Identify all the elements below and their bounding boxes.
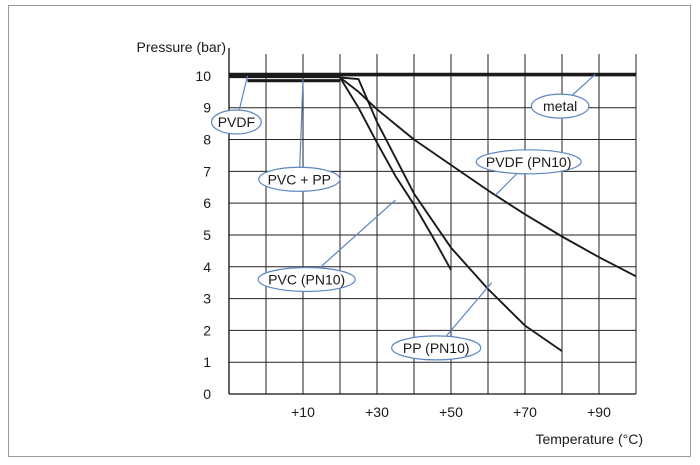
y-tick-label: 9 [203, 100, 211, 116]
tick-labels: 0 1 2 3 4 5 6 7 8 9 10 +10 +30 +50 +70 +90 [195, 68, 611, 420]
callout-label: PVDF (PN10) [486, 154, 572, 170]
y-axis-label: Pressure (bar) [137, 39, 226, 55]
callout-bubble [210, 109, 262, 135]
chart-frame [8, 5, 691, 457]
callouts: metal PVDF PVC + PP PVDF (PN10) PVC (PN10) PP… [210, 73, 596, 361]
series-line-pp-pn10 [339, 76, 563, 352]
x-tick-label: +70 [513, 404, 537, 420]
callout-bubble [475, 149, 582, 175]
callout-label: PVC + PP [268, 171, 331, 187]
series-line-pvc-pn10 [339, 77, 452, 271]
callout-leader [306, 199, 396, 280]
y-tick-label: 10 [195, 68, 211, 84]
x-tick-label: +90 [587, 404, 611, 420]
callout-bubble [391, 335, 482, 361]
y-tick-label: 3 [203, 291, 211, 307]
x-tick-label: +10 [291, 404, 315, 420]
x-tick-label: +30 [365, 404, 389, 420]
callout-label: PVDF [218, 114, 255, 130]
callout-leader [298, 79, 304, 180]
x-tick-label: +50 [439, 404, 463, 420]
callout-bubble [258, 166, 341, 192]
y-tick-label: 2 [203, 322, 211, 338]
callout-bubble [530, 93, 590, 119]
y-tick-label: 8 [203, 132, 211, 148]
y-tick-label: 6 [203, 195, 211, 211]
y-tick-label: 5 [203, 227, 211, 243]
x-axis-label: Temperature (°C) [535, 431, 643, 447]
y-tick-label: 4 [203, 259, 211, 275]
y-tick-label: 7 [203, 163, 211, 179]
callout-bubble [257, 266, 356, 293]
callout-label: PP (PN10) [403, 340, 470, 356]
callout-label: metal [543, 98, 577, 114]
y-tick-label: 0 [203, 386, 211, 402]
y-tick-label: 1 [203, 354, 211, 370]
callout-label: PVC (PN10) [268, 271, 345, 287]
